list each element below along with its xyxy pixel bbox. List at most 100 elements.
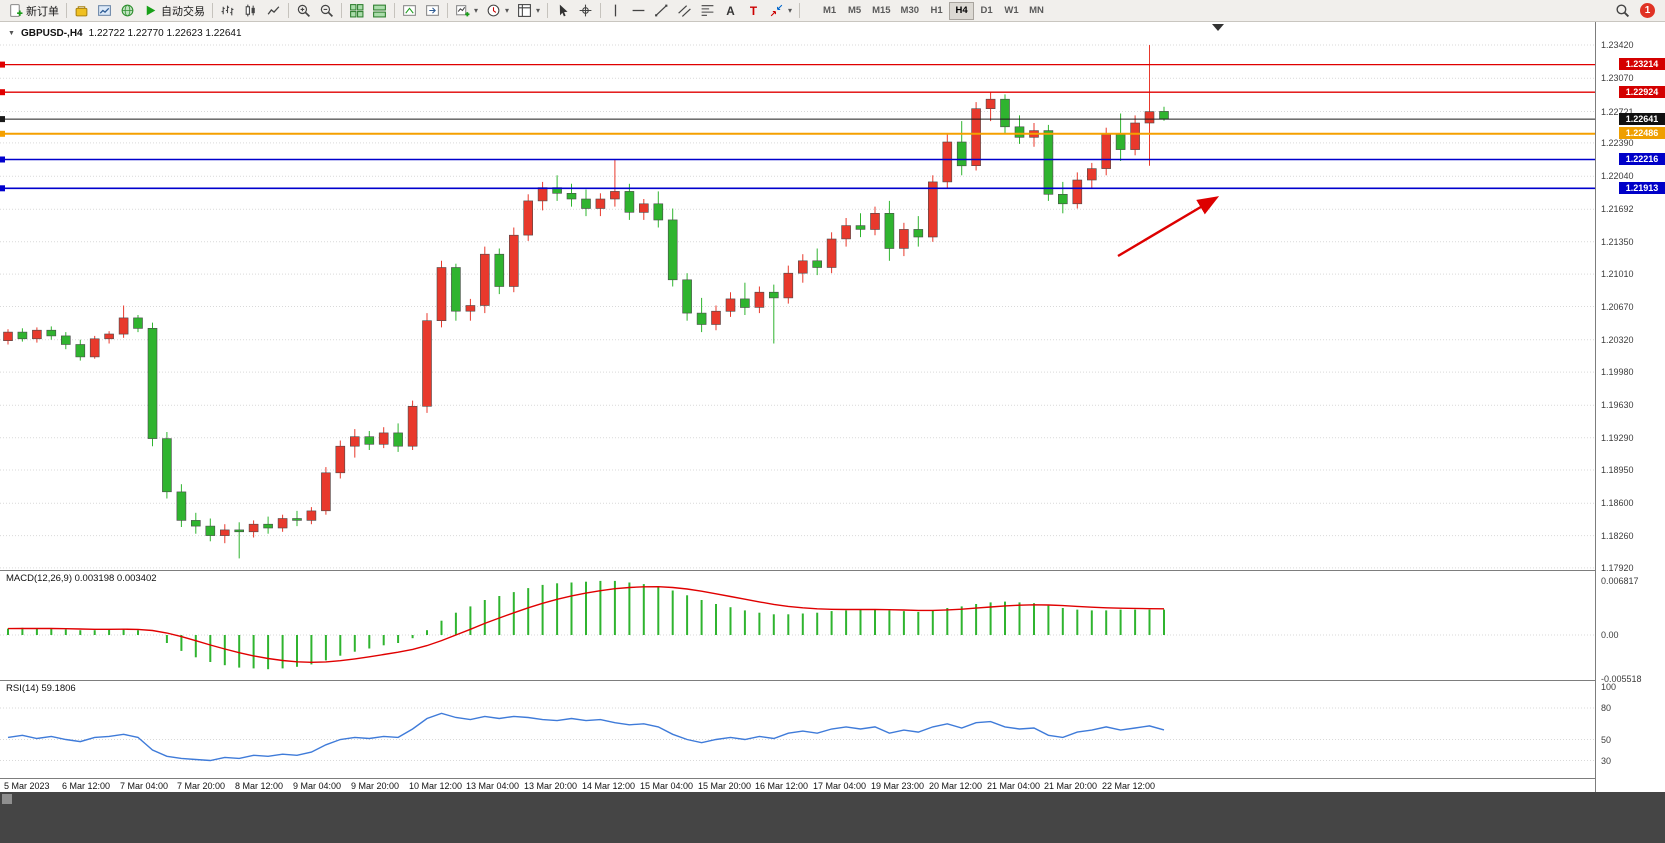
line-chart-button[interactable] xyxy=(262,1,285,21)
price-tick: 1.22390 xyxy=(1601,137,1634,148)
chart-shift-button[interactable] xyxy=(421,1,444,21)
candle xyxy=(797,260,808,274)
auto-scroll-button[interactable] xyxy=(398,1,421,21)
chart-window-button[interactable] xyxy=(93,1,116,21)
text-label-button[interactable]: T xyxy=(742,1,765,21)
tline-icon xyxy=(655,4,668,17)
equidistant-channel-button[interactable] xyxy=(673,1,696,21)
candle xyxy=(3,331,13,342)
crosshair-button[interactable] xyxy=(574,1,597,21)
price-axis[interactable]: 1.23420 1.23070 1.22721 1.22390 1.22040 1.216… xyxy=(1595,22,1665,792)
candle xyxy=(667,219,678,281)
price-tick: 1.18950 xyxy=(1601,465,1634,475)
gold-icon xyxy=(75,6,88,17)
candle xyxy=(349,436,360,447)
time-label: 9 Mar 20:00 xyxy=(351,781,400,791)
candle xyxy=(696,312,707,325)
horizontal-scrollbar[interactable] xyxy=(0,792,1665,843)
trendline-button[interactable] xyxy=(650,1,673,21)
candle xyxy=(870,213,880,230)
tile-windows-button[interactable] xyxy=(345,1,368,21)
community-button[interactable] xyxy=(116,1,139,21)
timeframe-m1-button[interactable]: M1 xyxy=(817,2,842,20)
candle xyxy=(407,405,418,447)
new-order-button[interactable]: 新订单 xyxy=(4,1,63,21)
plus-chart-icon xyxy=(456,5,470,17)
candle xyxy=(1115,134,1126,150)
timeframe-h1-button[interactable]: H1 xyxy=(924,2,949,20)
candle-icon xyxy=(245,4,255,17)
period-button[interactable]: ▾ xyxy=(482,1,513,21)
main-chart[interactable] xyxy=(0,22,1595,570)
price-tick: 1.21692 xyxy=(1601,204,1634,215)
time-label: 21 Mar 20:00 xyxy=(1044,781,1098,791)
candle xyxy=(335,445,346,474)
rsi-panel[interactable] xyxy=(0,680,1595,778)
price-tick: 1.20320 xyxy=(1601,334,1634,345)
candle xyxy=(653,203,664,221)
dropdown-caret-icon: ▾ xyxy=(536,6,541,15)
price-tick: 1.19290 xyxy=(1601,432,1634,443)
notification-badge[interactable]: 1 xyxy=(1640,3,1655,18)
green-globe-icon xyxy=(121,4,134,17)
timeframe-d1-button[interactable]: D1 xyxy=(974,2,999,20)
text-button[interactable]: A xyxy=(719,1,742,21)
auto-trading-button[interactable]: 自动交易 xyxy=(139,1,209,21)
candle xyxy=(826,238,837,268)
price-tick: 1.19630 xyxy=(1601,400,1634,411)
macd-panel[interactable] xyxy=(0,570,1595,680)
price-tick: 1.19980 xyxy=(1601,367,1634,378)
rsi-line xyxy=(7,712,1165,762)
candlestick-chart-button[interactable] xyxy=(239,1,262,21)
crosshair-icon xyxy=(579,4,592,17)
candle xyxy=(581,198,591,209)
horizontal-line-button[interactable] xyxy=(627,1,650,21)
candle xyxy=(1130,122,1140,150)
time-axis[interactable]: 5 Mar 2023 6 Mar 12:00 7 Mar 04:00 7 Mar 20… xyxy=(0,778,1595,792)
candle xyxy=(479,253,490,306)
timeframe-m30-button[interactable]: M30 xyxy=(896,2,924,20)
vertical-line-button[interactable] xyxy=(604,1,627,21)
bar-chart-button[interactable] xyxy=(216,1,239,21)
scroll-icon xyxy=(403,5,416,16)
toolbar-buttons: 新订单 自动交易 ▾ ▾ ▾ A T ▾ xyxy=(4,0,803,22)
new-chart-button[interactable]: ▾ xyxy=(451,1,482,21)
time-label: 19 Mar 23:00 xyxy=(871,781,925,791)
candle xyxy=(1000,98,1010,128)
candle xyxy=(451,267,461,312)
price-tick: 1.23070 xyxy=(1601,73,1634,84)
timeframe-h4-button[interactable]: H4 xyxy=(949,1,975,20)
rsi-label: RSI(14) 59.1806 xyxy=(6,683,76,694)
rsi-axis-label: 100 xyxy=(1601,682,1617,692)
candle xyxy=(234,529,244,533)
candle xyxy=(133,317,143,329)
time-label: 21 Mar 04:00 xyxy=(987,781,1041,791)
arrows-icon xyxy=(770,4,783,17)
candle xyxy=(60,335,71,345)
zoom-in-button[interactable] xyxy=(292,1,315,21)
arrows-button[interactable]: ▾ xyxy=(765,1,796,21)
candle xyxy=(205,525,216,536)
collapse-arrow-icon[interactable]: ▼ xyxy=(8,30,15,37)
search-button[interactable] xyxy=(1611,1,1634,21)
candle xyxy=(942,141,953,183)
candle xyxy=(393,432,403,447)
zoom-out-button[interactable] xyxy=(315,1,338,21)
timeframe-m5-button[interactable]: M5 xyxy=(842,2,867,20)
candle xyxy=(610,191,620,200)
candle xyxy=(378,432,389,445)
templates-button[interactable]: ▾ xyxy=(513,1,544,21)
coins-button[interactable] xyxy=(70,1,93,21)
cursor-button[interactable] xyxy=(551,1,574,21)
toolbar: 新订单 自动交易 ▾ ▾ ▾ A T ▾ M1 M5 M15 M30 H1 H4 D1 W1 MN 1 xyxy=(0,0,1665,22)
toolbar-separator xyxy=(799,3,801,18)
time-label: 20 Mar 12:00 xyxy=(929,781,983,791)
arrange-windows-button[interactable] xyxy=(368,1,391,21)
timeframe-m15-button[interactable]: M15 xyxy=(867,2,895,20)
price-tick: 1.23420 xyxy=(1601,40,1634,50)
timeframe-w1-button[interactable]: W1 xyxy=(999,2,1024,20)
fibonacci-button[interactable] xyxy=(696,1,719,21)
doc-plus-icon xyxy=(10,4,23,17)
scrollbar-thumb[interactable] xyxy=(2,794,12,804)
timeframe-mn-button[interactable]: MN xyxy=(1024,2,1049,20)
